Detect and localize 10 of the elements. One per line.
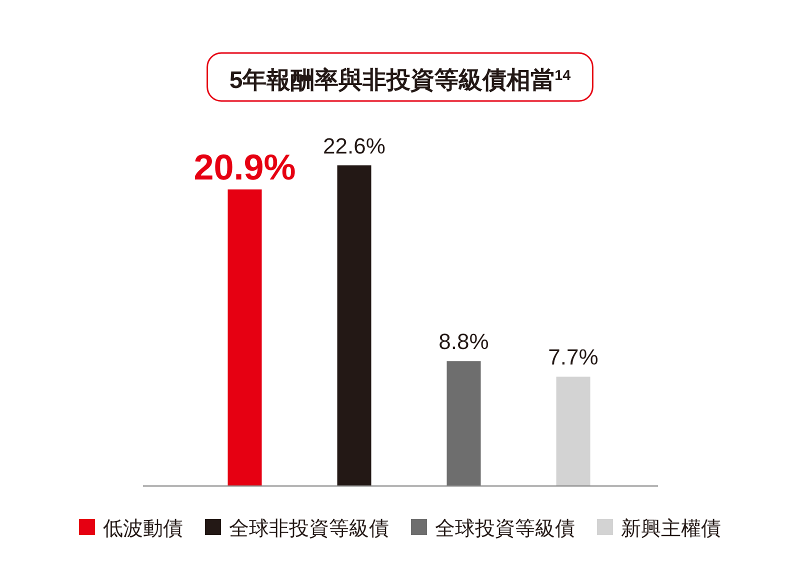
data-label: 20.9%: [194, 146, 296, 188]
chart-title: 5年報酬率與非投資等級債相當$^{14}$: [229, 67, 571, 94]
data-label: 7.7%: [548, 344, 598, 370]
data-label: 8.8%: [438, 329, 489, 354]
legend-label: 低波動債: [103, 518, 183, 540]
legend-label: 全球非投資等級債: [229, 518, 389, 540]
legend-label: 新興主權債: [621, 517, 721, 540]
data-label: 22.6%: [323, 133, 386, 158]
title: 5年報酬率與非投資等級債相當$^{14}$: [206, 52, 594, 102]
legend-label: 全球投資等級債: [435, 518, 575, 540]
